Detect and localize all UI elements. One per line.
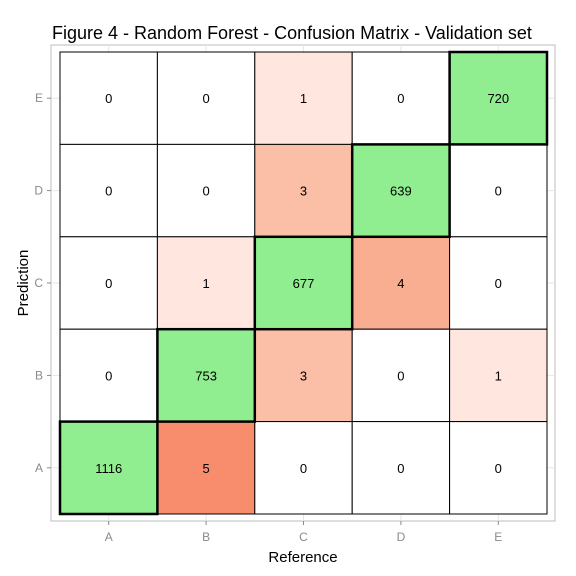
x-axis-ticks: A B C D E	[105, 521, 502, 544]
matrix-cell-pred-A-ref-D	[351, 421, 451, 515]
cell-value-label: 0	[397, 461, 404, 476]
matrix-cell-pred-A-ref-C	[254, 421, 353, 515]
y-axis-ticks: E D C B A	[34, 91, 51, 475]
cell-value-label: 3	[300, 184, 307, 199]
cell-value-label: 5	[202, 461, 209, 476]
matrix-cell-pred-D-ref-D	[351, 143, 451, 238]
matrix-cell-pred-D-ref-C	[254, 143, 353, 238]
matrix-cell-pred-E-ref-E	[449, 51, 548, 145]
cell-value-label: 1	[300, 91, 307, 106]
matrix-cell-pred-D-ref-E	[449, 143, 548, 238]
y-tick-label: A	[35, 461, 43, 475]
diagonal-cell-border	[448, 50, 549, 146]
x-tick-label: E	[494, 530, 502, 544]
matrix-cell-pred-A-ref-B	[156, 421, 256, 515]
cell-value-label: 0	[105, 276, 112, 291]
cell-value-label: 0	[495, 461, 502, 476]
x-tick-label: B	[202, 530, 210, 544]
matrix-cell-pred-C-ref-B	[156, 236, 256, 330]
x-axis-title: Reference	[268, 549, 337, 566]
cell-value-label: 0	[397, 91, 404, 106]
y-axis-title: Prediction	[15, 250, 32, 317]
x-tick-label: D	[397, 530, 406, 544]
diagonal-cell-border	[350, 143, 451, 239]
matrix-cell-pred-A-ref-E	[449, 421, 548, 515]
matrix-cell-pred-C-ref-E	[449, 236, 548, 330]
cell-value-label: 0	[105, 184, 112, 199]
matrix-cell-pred-A-ref-A	[59, 421, 158, 515]
y-tick-label: B	[35, 368, 43, 382]
chart-title: Figure 4 - Random Forest - Confusion Mat…	[52, 23, 532, 43]
cell-value-label: 639	[390, 184, 412, 199]
cell-value-label: 0	[105, 368, 112, 383]
y-tick-label: E	[35, 91, 43, 105]
matrix-cell-pred-B-ref-E	[449, 328, 548, 423]
cell-value-label: 720	[487, 91, 509, 106]
matrix-cell-pred-E-ref-C	[254, 51, 353, 145]
matrix-cell-pred-D-ref-A	[59, 143, 158, 238]
matrix-cell-pred-E-ref-A	[59, 51, 158, 145]
matrix-cell-pred-E-ref-D	[351, 51, 451, 145]
matrix-cell-pred-D-ref-B	[156, 143, 256, 238]
cell-value-label: 753	[195, 368, 217, 383]
x-tick-label: C	[299, 530, 308, 544]
cell-value-label: 0	[300, 461, 307, 476]
x-tick-label: A	[105, 530, 113, 544]
matrix-cell-pred-B-ref-D	[351, 328, 451, 423]
cell-value-label: 0	[397, 368, 404, 383]
cell-value-label: 0	[495, 276, 502, 291]
cell-value-label: 4	[397, 276, 404, 291]
cell-value-label: 0	[105, 91, 112, 106]
y-tick-label: C	[34, 276, 43, 290]
cell-value-label: 3	[300, 368, 307, 383]
cell-value-labels: 0 0 1 0 720 0 0 3 639 0 0 1 677 4 0 0 753 3 0 1 1116 5 0 0 0	[95, 91, 509, 476]
cell-value-label: 0	[202, 91, 209, 106]
diagonal-cell-border	[253, 235, 354, 331]
cell-value-label: 0	[495, 184, 502, 199]
cell-value-label: 1	[202, 276, 209, 291]
diagonal-cell-border	[58, 420, 159, 516]
cell-value-label: 677	[293, 276, 315, 291]
matrix-cell-pred-C-ref-A	[59, 236, 158, 330]
cell-value-label: 0	[202, 184, 209, 199]
matrix-cells	[58, 50, 549, 516]
cell-value-label: 1	[495, 368, 502, 383]
diagonal-cell-border	[156, 327, 257, 423]
y-tick-label: D	[34, 184, 43, 198]
cell-value-label: 1116	[95, 461, 122, 476]
